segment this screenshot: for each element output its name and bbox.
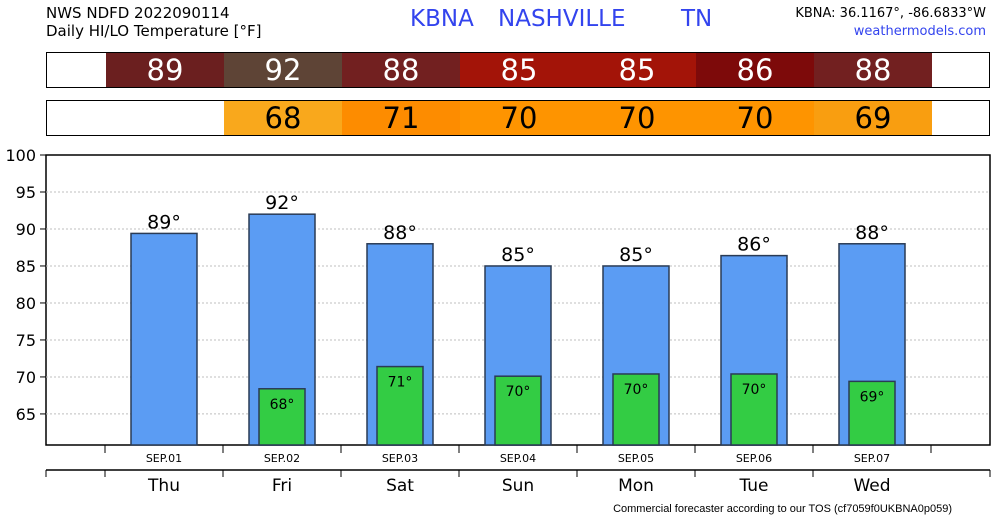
low-temp-cell: 70 <box>578 101 696 135</box>
low-temp-cell: 69 <box>814 101 932 135</box>
y-tick-label: 80 <box>16 294 36 313</box>
day-tick-label: Fri <box>272 476 292 496</box>
high-temp-label: 85° <box>619 244 653 266</box>
day-tick-label: Wed <box>853 476 890 496</box>
website-link[interactable]: weathermodels.com <box>853 24 986 39</box>
high-temp-cell: 85 <box>460 53 578 87</box>
high-temp-cell: 89 <box>106 53 224 87</box>
footer-notice: Commercial forecaster according to our T… <box>613 503 952 515</box>
low-temp-cell: 70 <box>696 101 814 135</box>
high-temp-label: 88° <box>383 222 417 244</box>
y-tick-label: 70 <box>16 368 36 387</box>
high-temp-label: 88° <box>855 222 889 244</box>
station-state: TN <box>681 6 713 32</box>
high-temp-cell: 85 <box>578 53 696 87</box>
y-tick-label: 85 <box>16 257 36 276</box>
low-temp-bar <box>258 388 306 446</box>
low-temp-cell: 71 <box>342 101 460 135</box>
low-temp-label: 71° <box>388 375 413 391</box>
high-temp-label: 86° <box>737 234 771 256</box>
date-tick-label: SEP.06 <box>736 452 772 465</box>
high-temp-label: 89° <box>147 211 181 233</box>
low-temp-bar <box>612 373 660 446</box>
low-temperature-strip: 68 71 70 70 70 69 <box>46 100 990 136</box>
high-temp-label: 92° <box>265 192 299 214</box>
y-tick-label: 75 <box>16 331 36 350</box>
low-temp-label: 70° <box>742 382 767 398</box>
day-tick-label: Thu <box>147 476 180 496</box>
low-temp-label: 70° <box>624 382 649 398</box>
low-temp-bar <box>376 365 424 446</box>
high-temperature-strip: 89 92 88 85 85 86 88 <box>46 52 990 88</box>
low-temp-label: 70° <box>506 384 531 400</box>
date-tick-label: SEP.03 <box>382 452 418 465</box>
low-temp-label: 68° <box>270 397 295 413</box>
day-tick-label: Sat <box>386 476 414 496</box>
low-temp-cell: 70 <box>460 101 578 135</box>
low-temp-bar <box>848 380 896 446</box>
product-title: NWS NDFD 2022090114 <box>46 4 230 22</box>
product-subtitle: Daily HI/LO Temperature [°F] <box>46 22 262 40</box>
low-temp-cell: 68 <box>224 101 342 135</box>
high-temp-bar <box>130 232 198 446</box>
high-temp-cell: 88 <box>814 53 932 87</box>
y-tick-label: 100 <box>5 146 36 165</box>
y-tick-label: 90 <box>16 220 36 239</box>
high-temp-label: 85° <box>501 244 535 266</box>
low-temp-bar <box>494 375 542 446</box>
low-temp-cell <box>106 101 224 135</box>
date-tick-label: SEP.05 <box>618 452 654 465</box>
high-temp-cell: 86 <box>696 53 814 87</box>
date-tick-label: SEP.01 <box>146 452 182 465</box>
date-tick-label: SEP.04 <box>500 452 536 465</box>
y-tick-label: 95 <box>16 183 36 202</box>
date-tick-label: SEP.02 <box>264 452 300 465</box>
low-temp-bar <box>730 373 778 446</box>
high-temp-cell: 92 <box>224 53 342 87</box>
day-tick-label: Mon <box>618 476 654 496</box>
day-tick-label: Sun <box>502 476 534 496</box>
high-temp-cell: 88 <box>342 53 460 87</box>
station-city: NASHVILLE <box>498 6 626 32</box>
low-temp-label: 69° <box>860 389 885 405</box>
y-tick-label: 65 <box>16 405 36 424</box>
station-coordinates: KBNA: 36.1167°, -86.6833°W <box>795 6 986 21</box>
station-id: KBNA <box>410 6 474 32</box>
day-tick-label: Tue <box>738 476 768 496</box>
date-tick-label: SEP.07 <box>854 452 890 465</box>
